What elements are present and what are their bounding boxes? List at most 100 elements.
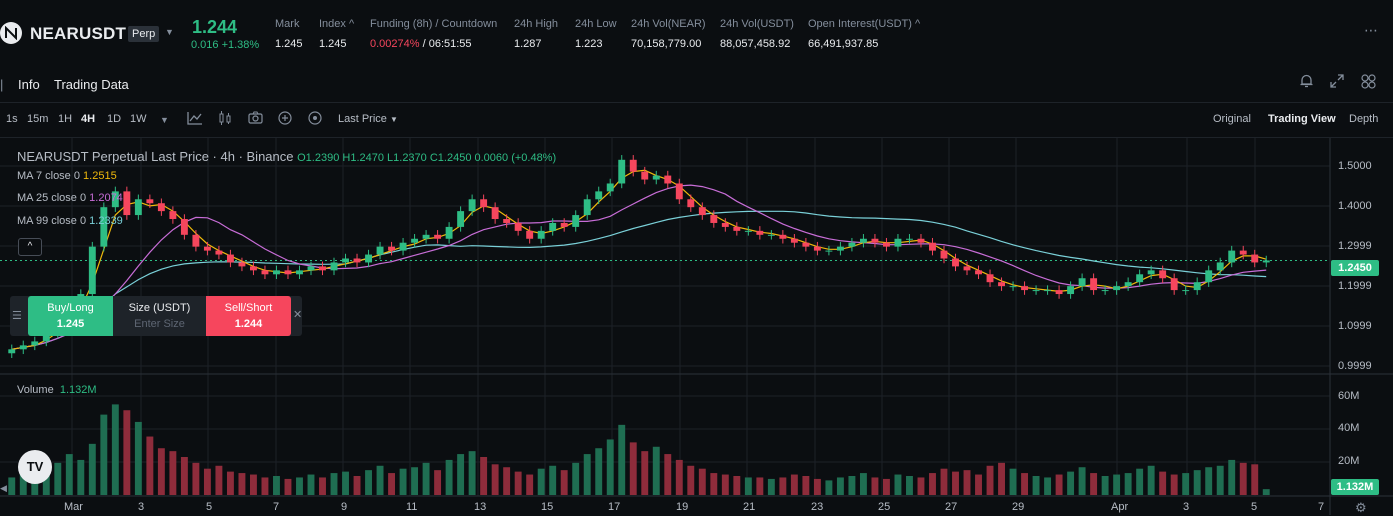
volume-bar [422,462,430,495]
sell-short-button[interactable]: Sell/Short 1.244 [206,296,291,336]
candle [468,199,476,212]
candle [8,349,16,354]
indicator-icon[interactable] [187,111,203,128]
candle [457,211,465,227]
timeframe-1s[interactable]: 1s [6,113,18,125]
volume-bar [42,470,50,495]
volume-bar [261,477,269,495]
volume-bar [273,476,280,495]
x-tick: Mar [64,501,83,513]
candle [1078,278,1086,287]
collapse-legend-button[interactable]: ^ [18,238,42,256]
sell-label: Sell/Short [224,302,273,314]
candle [1009,286,1017,288]
ma7-legend[interactable]: MA 7 close 0 1.2515 [17,170,117,182]
candle [549,222,557,231]
view-depth[interactable]: Depth [1349,113,1379,125]
candle [273,270,280,275]
price-tick: 1.2999 [1338,240,1372,252]
ma25-label: MA 25 close 0 [17,192,87,204]
view-original[interactable]: Original [1213,113,1251,125]
candle [146,199,154,204]
chart-toolbar: 1s 15m 1H 4H 1D 1W ▼ Last Price ▼ Origin… [0,103,1393,138]
candle [952,258,959,267]
view-trading-view[interactable]: Trading View [1268,113,1336,125]
candle [767,234,775,236]
x-tick: 5 [206,501,213,513]
volume-bar [560,470,568,495]
candle [744,230,752,232]
price-tick: 1.5000 [1338,160,1372,172]
volume-bar [1032,476,1040,495]
timeframe-1w[interactable]: 1W [130,113,147,125]
candle [1044,290,1052,292]
volume-bar [1205,467,1213,495]
symbol-name[interactable]: NEARUSDT [30,24,127,43]
candle [1136,274,1144,283]
candle-type-icon[interactable] [218,111,232,128]
timeframe-1d[interactable]: 1D [107,113,122,125]
volume-bar [1067,471,1075,495]
scroll-left-icon[interactable]: ◀ [0,483,7,493]
size-input[interactable]: Size (USDT) Enter Size [113,296,206,336]
candle [353,258,361,263]
volume-bar [491,464,499,495]
candle [445,226,453,239]
volume-bar [1182,473,1190,495]
timeframe-1h[interactable]: 1H [58,113,73,125]
stat-value: 66,491,937.85 [808,38,879,50]
close-icon[interactable]: ✕ [293,309,303,321]
timeframe-dropdown-icon[interactable]: ▼ [160,115,169,125]
gear-icon[interactable]: ⚙ [1355,500,1367,515]
chart-area[interactable]: NEARUSDT Perpetual Last Price · 4h · Bin… [0,138,1393,515]
candle [1182,290,1190,292]
candle [123,191,131,216]
volume-bar [434,470,442,495]
ma7-label: MA 7 close 0 [17,170,80,182]
x-tick: Apr [1111,501,1129,513]
tab-trading-data[interactable]: Trading Data [54,77,129,92]
volume-bar [457,454,465,495]
volume-bar [445,459,453,495]
stat-mark: Mark 1.245 [275,18,303,50]
candle [1113,286,1121,291]
ma99-legend[interactable]: MA 99 close 0 1.2339 [17,215,123,227]
stat-24h-vol-near: 24h Vol(NEAR) 70,158,779.00 [631,18,706,50]
chart-settings-icon[interactable] [308,111,322,128]
volume-legend: Volume 1.132M [17,384,97,396]
candle [1262,260,1270,263]
more-options-icon[interactable]: ⋯ [1364,22,1379,38]
tab-info[interactable]: Info [18,77,40,92]
drag-handle-icon[interactable]: ☰ [12,310,22,322]
candle [1216,262,1224,271]
stat-open-interest[interactable]: Open Interest(USDT) ^ 66,491,937.85 [808,18,920,50]
camera-icon[interactable] [248,111,263,127]
stat-index[interactable]: Index ^ 1.245 [319,18,354,50]
volume-bar [698,468,706,495]
volume-bar [606,439,614,495]
candle [583,199,591,216]
volume-bar [1021,473,1029,495]
expand-icon[interactable] [1330,74,1344,91]
bell-icon[interactable] [1300,74,1313,91]
add-drawing-icon[interactable] [278,111,292,128]
candlestick-chart[interactable] [0,138,1393,515]
timeframe-15m[interactable]: 15m [27,113,49,125]
layout-grid-icon[interactable] [1361,74,1376,92]
candle [261,270,269,275]
candle [848,242,856,247]
buy-long-button[interactable]: Buy/Long 1.245 [28,296,113,336]
price-type-select[interactable]: Last Price ▼ [338,113,398,125]
ma25-legend[interactable]: MA 25 close 0 1.2074 [17,192,123,204]
chart-legend-title: NEARUSDT Perpetual Last Price · 4h · Bin… [17,149,556,164]
x-tick: 19 [676,501,689,513]
x-tick: 25 [878,501,891,513]
symbol-dropdown-icon[interactable]: ▼ [165,27,174,37]
volume-bar [687,465,695,495]
ma7-value: 1.2515 [83,170,117,182]
volume-bar [31,480,39,495]
x-tick: 15 [541,501,554,513]
candle [687,199,695,208]
ma25-line [11,184,1267,350]
timeframe-4h[interactable]: 4H [81,113,96,125]
